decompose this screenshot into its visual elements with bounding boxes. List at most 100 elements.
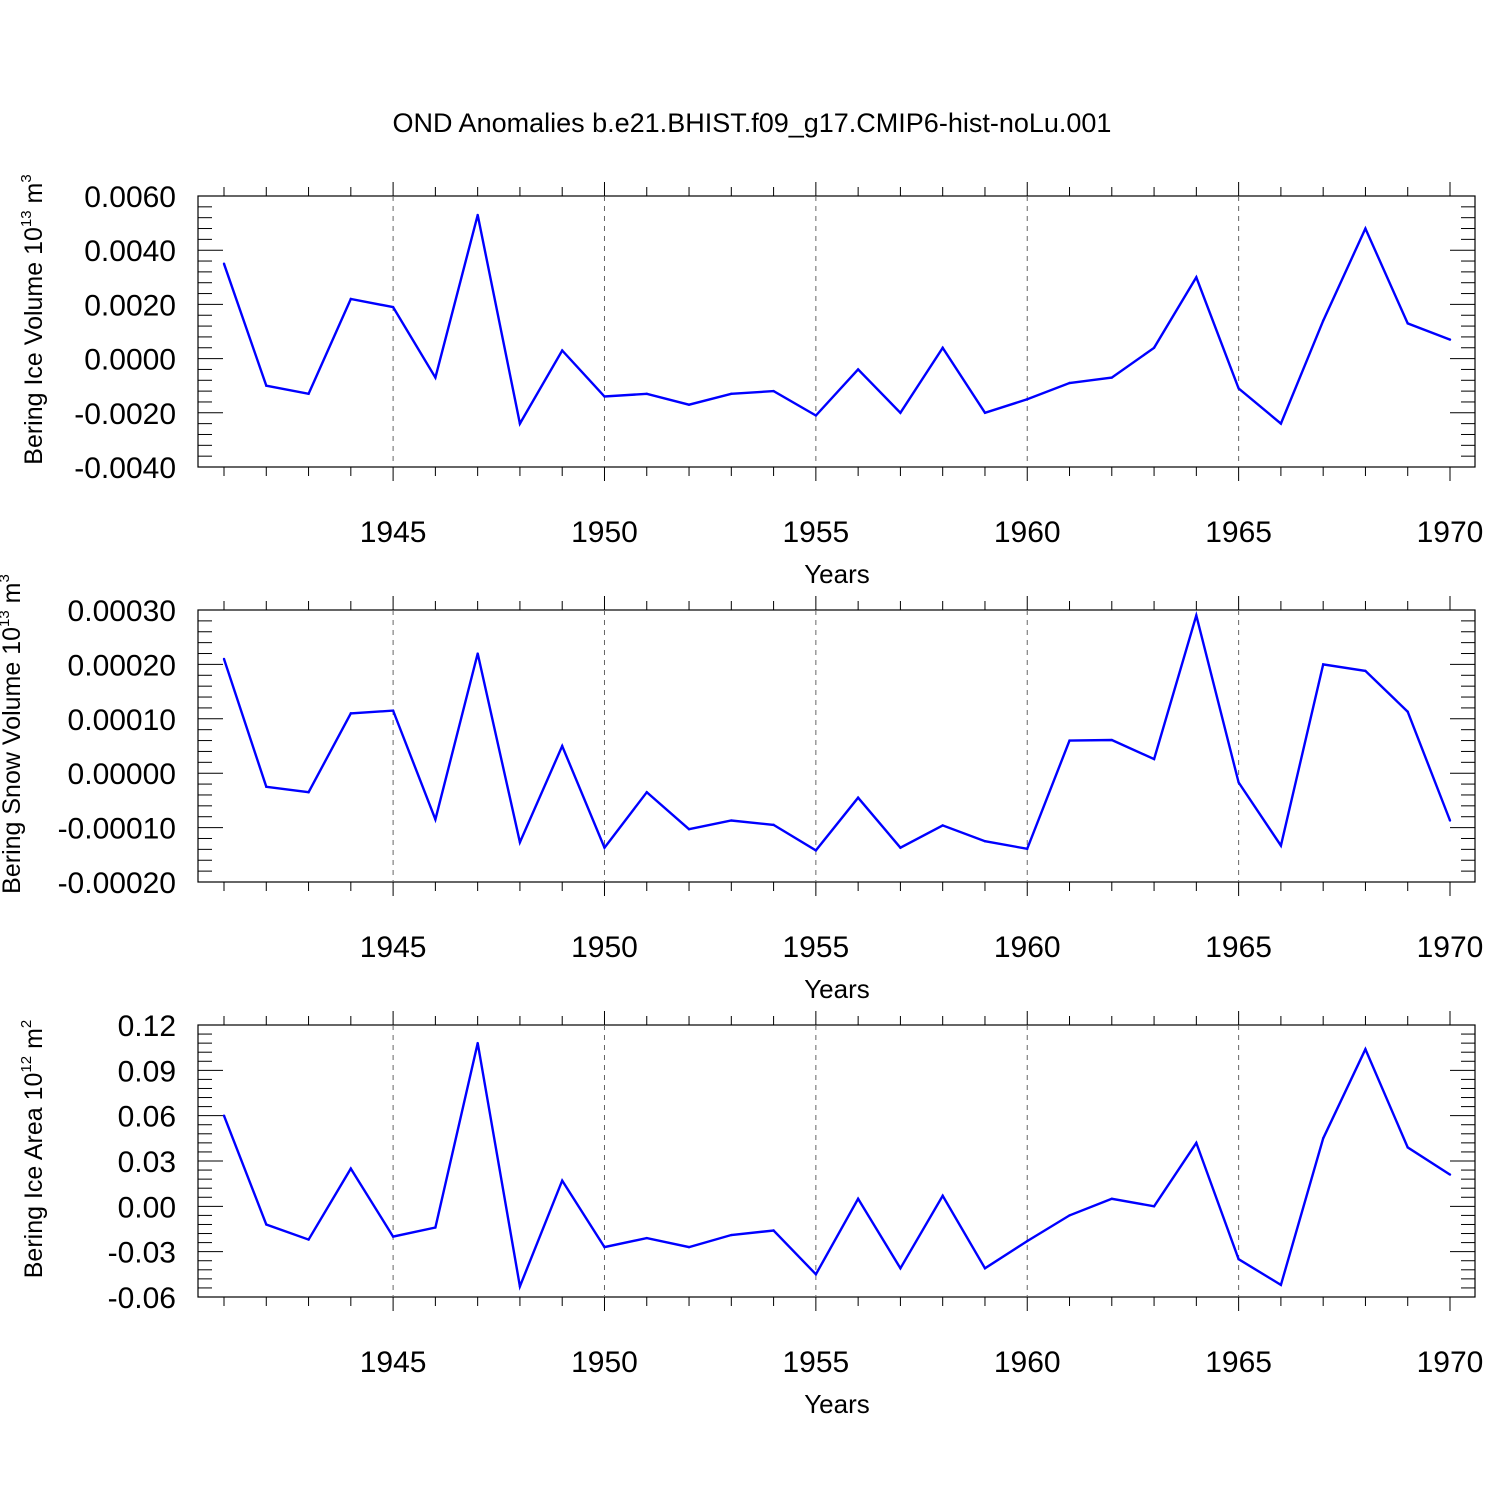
y-axis-label-unit-exponent: 3 [0,574,13,582]
y-tick-label: 0.12 [118,1010,176,1043]
data-point [1195,276,1198,279]
data-point [1279,422,1283,425]
data-point [983,1267,987,1270]
data-point [1068,1214,1071,1217]
x-tick-label: 1965 [1205,931,1272,964]
y-tick-label: -0.00020 [58,867,176,900]
chart-title: OND Anomalies b.e21.BHIST.f09_g17.CMIP6-… [393,108,1112,138]
data-point [941,824,944,827]
data-point [222,262,226,265]
y-tick-label: -0.0040 [74,452,176,485]
data-point [899,411,902,414]
data-point [856,796,860,799]
data-point [856,1197,860,1200]
data-point [434,818,437,821]
data-point [1026,398,1029,401]
data-point [1364,1047,1367,1051]
x-axis-label: Years [804,974,870,1004]
y-axis-label: Bering Snow Volume 1013 m3 [0,574,26,894]
data-point [476,652,479,655]
data-point [1026,1239,1029,1243]
x-tick-label: 1965 [1205,1346,1272,1379]
y-tick-label: -0.00010 [58,813,176,846]
data-point [1321,319,1325,322]
data-point [307,1238,310,1241]
data-point [1026,847,1029,851]
data-point [1110,738,1113,742]
data-point [645,791,648,794]
x-tick-label: 1970 [1417,1346,1484,1379]
data-point [518,422,522,425]
panel-1: 1945 1950 1955 1960 1965 1970 -0.0040 -0.0020 0.… [18,174,1483,589]
data-point [645,392,648,396]
data-point [983,411,987,414]
data-point [518,1285,522,1288]
x-tick-label: 1955 [782,1346,849,1379]
plot-frame [197,195,1476,468]
data-point [1321,1137,1325,1140]
data-point [222,657,226,661]
data-point [814,1273,818,1276]
data-point [222,1114,226,1117]
y-tick-label: 0.0020 [84,289,176,322]
x-tick-label: 1970 [1417,931,1484,964]
data-point [349,1167,353,1170]
y-tick-label: 0.0060 [84,181,176,214]
y-tick-label: 0.06 [118,1101,176,1134]
x-tick-label: 1945 [360,931,427,964]
y-tick-label: 0.00010 [68,704,176,737]
data-point [265,384,268,387]
y-axis-label-unit: m [0,583,26,611]
y-tick-label: 0.00020 [68,649,176,682]
panel-3: 1945 1950 1955 1960 1965 1970 -0.06 -0.03 0.00 0.… [18,1010,1483,1419]
data-point [1195,1141,1198,1145]
x-tick-label: 1970 [1417,516,1484,549]
data-point [307,791,310,794]
data-point [391,709,395,712]
series-line [222,610,1452,852]
data-point [1448,819,1452,822]
y-axis-label-unit: m [20,183,48,211]
data-point [561,349,564,352]
y-axis-label-exponent: 13 [18,210,35,227]
x-tick-label: 1960 [994,516,1061,549]
y-axis-label-text: Bering Ice Volume 10 [20,227,48,465]
y-axis-label-unit-exponent: 2 [18,1020,35,1028]
y-tick-label: 0.09 [118,1055,176,1088]
x-tick-label: 1955 [782,516,849,549]
data-point [1152,757,1156,761]
data-point [1237,1258,1240,1261]
series-line [222,1042,1451,1291]
x-tick-label: 1950 [571,516,638,549]
data-point [814,849,818,852]
panel-2: 1945 1950 1955 1960 1965 1970 -0.00020 -0.00010… [0,574,1483,1004]
data-point [1068,739,1071,742]
x-tick-label: 1960 [994,1346,1061,1379]
data-point [1406,1146,1409,1149]
data-point [1406,322,1409,325]
data-point [1195,614,1198,617]
x-axis-label: Years [804,559,870,589]
series-line [222,214,1451,427]
data-point [687,403,691,406]
plot-frame [197,609,1476,883]
x-tick-label: 1945 [360,516,427,549]
x-axis-label: Years [804,1389,870,1419]
data-point [899,1267,902,1270]
data-point [476,1041,479,1045]
data-point [1110,376,1113,379]
x-tick-label: 1950 [571,1346,638,1379]
data-point [434,1226,437,1229]
y-tick-label: 0.00000 [68,758,176,791]
data-point [645,1236,648,1240]
y-tick-label: 0.00030 [68,595,176,628]
data-point [1237,387,1240,390]
data-point [1279,844,1283,847]
plot-frame [197,1024,1476,1298]
y-tick-label: 0.03 [118,1146,176,1179]
data-point [730,392,733,396]
data-point [772,389,775,393]
y-tick-label: -0.06 [108,1282,176,1315]
y-axis-label: Bering Ice Area 1012 m2 [18,1020,48,1279]
